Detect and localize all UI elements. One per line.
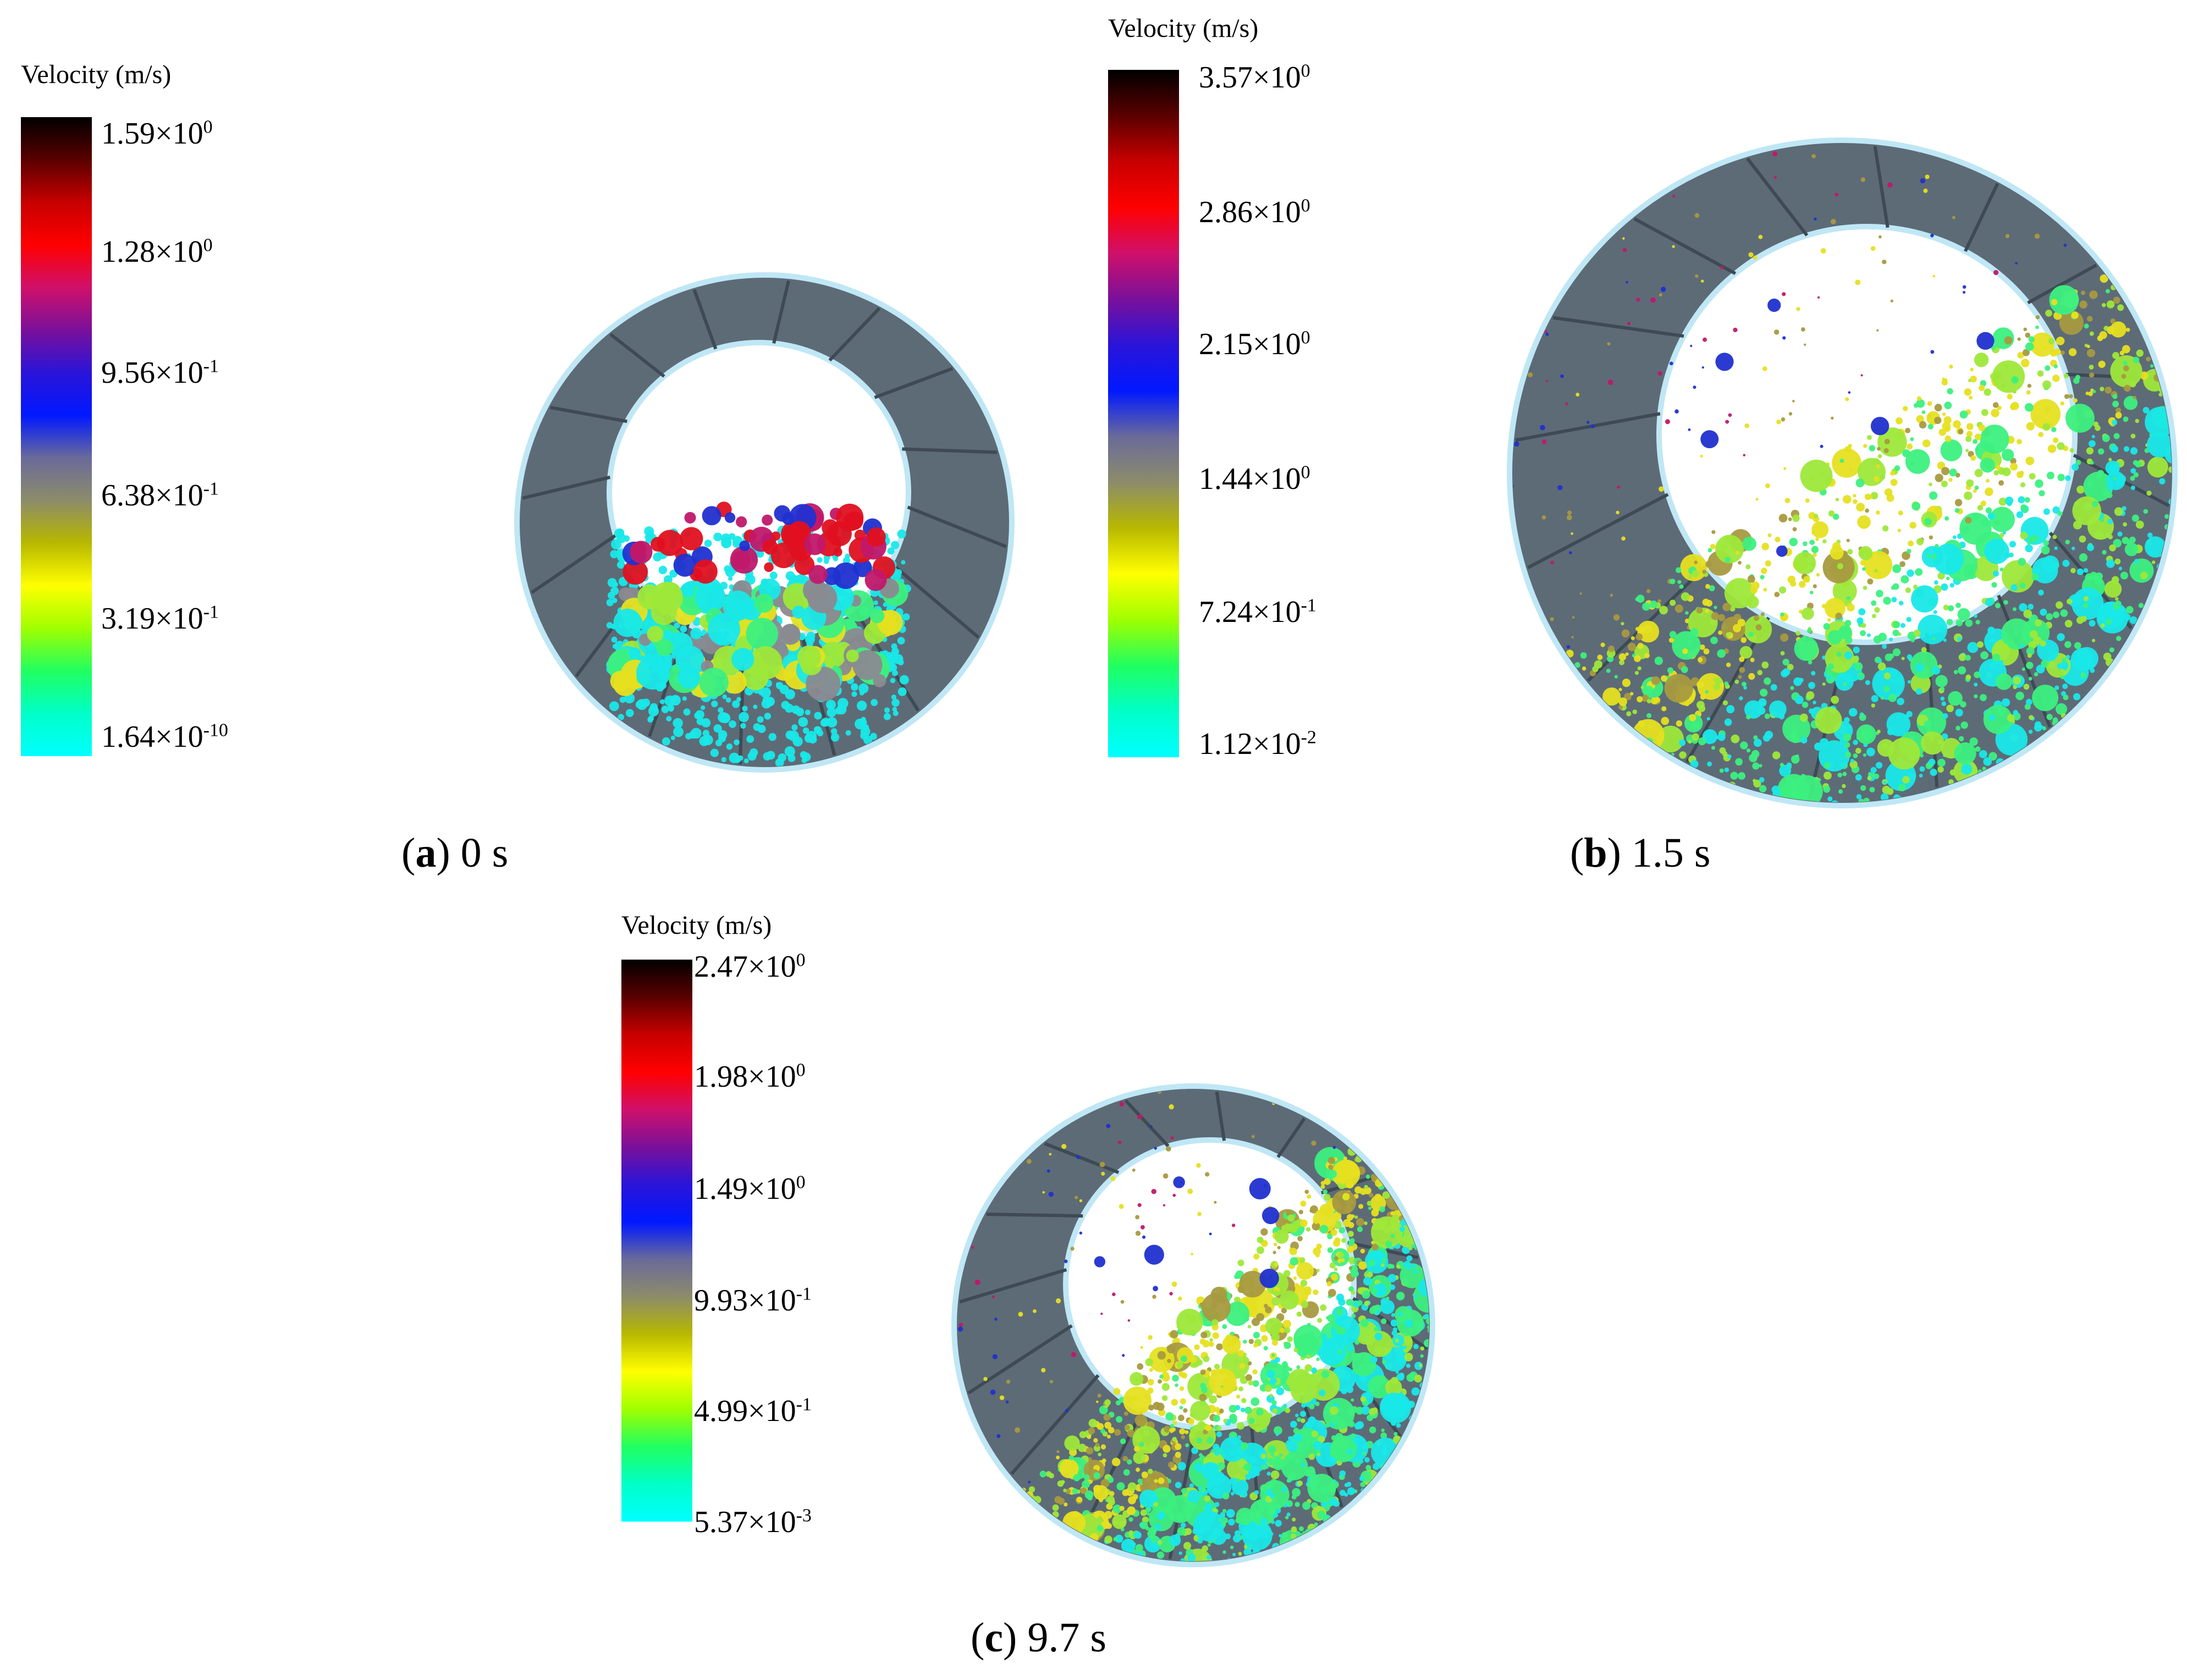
colorbar — [621, 960, 692, 1522]
caption: (a) 0 s — [401, 830, 509, 876]
particle-bed — [606, 502, 911, 767]
colorbar-tick: 9.93×10-1 — [694, 1284, 812, 1318]
colorbar — [1108, 70, 1179, 757]
legend-title: Velocity (m/s) — [621, 911, 772, 940]
colorbar-tick: 6.38×10-1 — [101, 478, 219, 513]
colorbar-tick: 1.98×100 — [694, 1060, 806, 1094]
colorbar — [21, 117, 92, 756]
colorbar-tick: 1.12×10-2 — [1199, 727, 1316, 761]
particle-bed — [1513, 150, 2172, 802]
colorbar-tick: 2.47×100 — [694, 950, 806, 984]
colorbar-tick: 3.57×100 — [1199, 60, 1310, 95]
colorbar-tick: 1.64×10-10 — [101, 720, 228, 754]
colorbar-tick: 2.86×100 — [1199, 195, 1310, 229]
colorbar-tick: 1.59×100 — [101, 117, 213, 151]
colorbar-tick: 7.24×10-1 — [1199, 595, 1316, 629]
colorbar-tick: 4.99×10-1 — [694, 1394, 812, 1428]
legend-title: Velocity (m/s) — [21, 60, 172, 89]
colorbar-tick: 9.56×10-1 — [101, 356, 219, 390]
colorbar-tick: 1.44×100 — [1199, 462, 1310, 496]
colorbar-tick: 2.15×100 — [1199, 327, 1310, 361]
legend-title: Velocity (m/s) — [1108, 14, 1259, 43]
colorbar-tick: 3.19×10-1 — [101, 602, 219, 636]
colorbar-tick: 1.28×100 — [101, 235, 213, 269]
particle-bed — [957, 1089, 1429, 1561]
caption: (b) 1.5 s — [1570, 830, 1711, 876]
caption: (c) 9.7 s — [971, 1615, 1106, 1661]
colorbar-tick: 1.49×100 — [694, 1172, 806, 1206]
colorbar-tick: 5.37×10-3 — [694, 1505, 812, 1539]
